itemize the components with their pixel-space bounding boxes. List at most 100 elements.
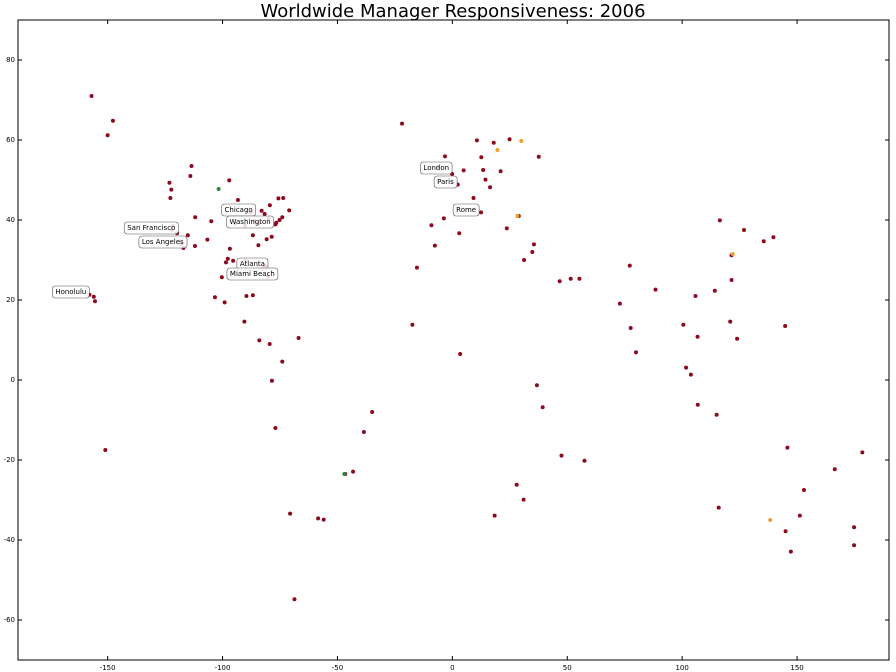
- data-point: [280, 359, 285, 364]
- x-tick-label: 50: [563, 664, 572, 672]
- data-point: [103, 448, 108, 452]
- annotation-box: [420, 161, 453, 175]
- data-point: [110, 118, 115, 123]
- data-point: [442, 154, 447, 159]
- data-point: [185, 233, 190, 238]
- data-point: [479, 155, 484, 160]
- data-point: [432, 243, 437, 248]
- data-point: [633, 350, 638, 355]
- data-point: [577, 276, 582, 281]
- annotation-label: Paris: [437, 178, 454, 186]
- annotation-box: [52, 285, 90, 299]
- data-point: [361, 430, 366, 434]
- data-point: [262, 212, 267, 216]
- data-point: [688, 372, 693, 377]
- data-point: [582, 458, 587, 463]
- data-point: [274, 220, 279, 225]
- annotation-box: [452, 203, 480, 217]
- annotation: Miami Beach: [226, 267, 279, 281]
- annotation-label: Atlanta: [240, 260, 265, 268]
- data-point: [370, 410, 375, 414]
- data-point: [514, 482, 519, 487]
- data-point: [531, 242, 536, 247]
- annotation-label: Honolulu: [55, 288, 86, 296]
- data-point: [832, 467, 837, 472]
- data-point: [521, 497, 526, 502]
- data-point: [471, 196, 476, 200]
- annotation: Chicago: [221, 203, 256, 217]
- data-point: [498, 169, 503, 174]
- data-point: [771, 235, 776, 240]
- data-point: [714, 412, 719, 417]
- data-point: [316, 516, 321, 521]
- data-point: [474, 138, 479, 143]
- data-point: [695, 402, 700, 407]
- data-point: [557, 279, 562, 284]
- data-point: [717, 218, 722, 223]
- data-point: [250, 233, 255, 238]
- y-tick-label: -20: [4, 456, 15, 464]
- data-point: [193, 215, 198, 220]
- data-point: [712, 288, 717, 293]
- y-tick-label: 40: [6, 216, 15, 224]
- data-point: [342, 472, 347, 476]
- data-point: [481, 168, 486, 172]
- x-tick-label: 100: [675, 664, 688, 672]
- data-point: [852, 543, 857, 548]
- data-point: [269, 234, 274, 239]
- data-point: [225, 256, 230, 261]
- data-point: [277, 218, 282, 222]
- data-point: [89, 94, 94, 98]
- data-point: [267, 342, 272, 346]
- data-point: [205, 237, 210, 242]
- data-point: [287, 208, 292, 213]
- annotation: San Francisco: [123, 221, 179, 235]
- data-point: [212, 295, 217, 300]
- data-point: [189, 164, 194, 168]
- data-point: [716, 505, 721, 510]
- x-tick-label: -150: [100, 664, 116, 672]
- y-tick-label: 20: [6, 296, 15, 304]
- annotation-label: Rome: [456, 206, 476, 214]
- data-point: [259, 208, 264, 213]
- data-point: [256, 243, 261, 248]
- data-point: [280, 215, 285, 220]
- data-point: [168, 196, 173, 200]
- data-point: [227, 178, 232, 183]
- data-point: [219, 275, 224, 280]
- annotation: Rome: [452, 203, 480, 217]
- annotation-label: Washington: [230, 218, 271, 226]
- x-tick-label: 0: [450, 664, 454, 672]
- annotation: London: [420, 161, 453, 175]
- annotation-box: [226, 267, 279, 281]
- data-point: [479, 210, 484, 215]
- data-point: [188, 174, 193, 178]
- data-point: [400, 121, 405, 126]
- data-point: [568, 276, 573, 281]
- data-point: [681, 322, 686, 327]
- data-point: [693, 294, 698, 298]
- x-tick-label: -100: [215, 664, 231, 672]
- data-point: [91, 294, 96, 299]
- y-tick-label: -40: [4, 536, 15, 544]
- data-point: [216, 187, 221, 191]
- data-point: [628, 326, 633, 330]
- data-point: [292, 597, 297, 602]
- data-point: [257, 338, 262, 343]
- data-point: [441, 216, 446, 221]
- data-point: [209, 219, 214, 224]
- data-point: [797, 513, 802, 518]
- data-point: [169, 187, 174, 192]
- data-point: [495, 148, 500, 152]
- data-point: [269, 378, 274, 383]
- data-point: [491, 140, 496, 145]
- data-point: [105, 133, 110, 138]
- data-point: [788, 549, 793, 554]
- annotation-label: London: [423, 164, 449, 172]
- data-point: [244, 294, 249, 298]
- chart-title: Worldwide Manager Responsiveness: 2006: [260, 1, 645, 22]
- data-point: [457, 231, 462, 236]
- data-point: [267, 203, 272, 208]
- data-point: [783, 324, 788, 328]
- data-point: [276, 196, 281, 201]
